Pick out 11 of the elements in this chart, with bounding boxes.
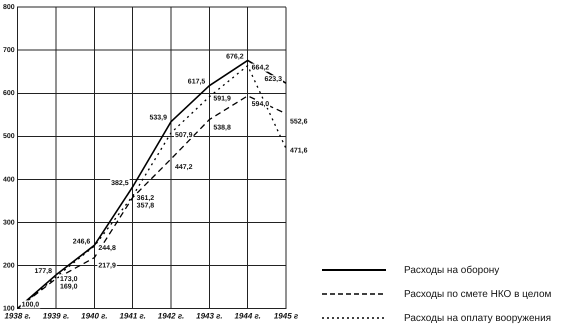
x-tick-label: 1944 г.	[234, 311, 261, 320]
x-tick-label: 1945 г	[274, 311, 299, 320]
x-tick-label: 1939 г.	[42, 311, 70, 320]
text: Расходы на оплату вооружения	[404, 312, 552, 324]
x-tick-label: 1943 г.	[196, 311, 223, 320]
x-tick-label: 1940 г.	[81, 311, 108, 320]
text: Расходы по смете НКО в целом	[404, 288, 552, 300]
x-tick-label: 1941 г.	[119, 311, 146, 320]
x-tick-label: 1942 г.	[158, 311, 184, 320]
text: Расходы на оборону	[404, 264, 500, 276]
x-tick-label: 1938 г.	[4, 311, 31, 320]
